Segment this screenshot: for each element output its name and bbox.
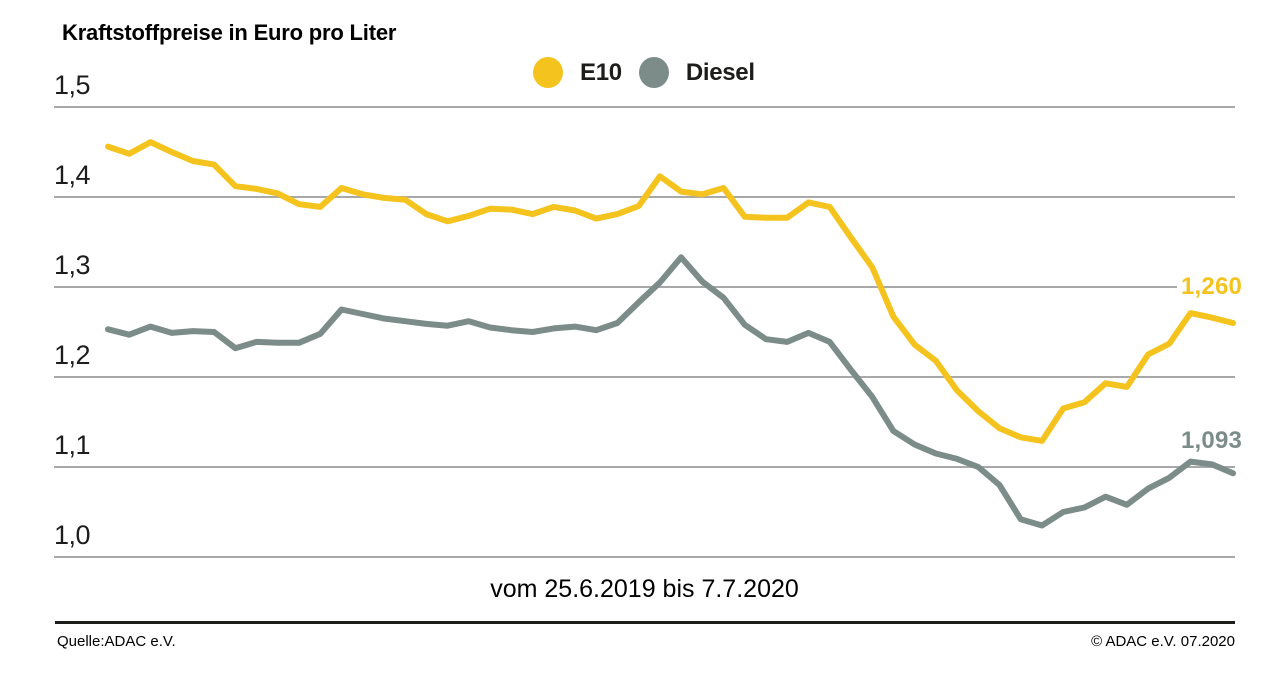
legend-label-e10: E10	[580, 58, 622, 86]
diesel-last-value-label: 1,093	[1177, 428, 1247, 454]
e10-last-value-label: 1,260	[1177, 274, 1247, 300]
y-axis-tick-label: 1,4	[54, 160, 91, 190]
series-line-diesel	[105, 254, 1236, 529]
y-axis-tick-label: 1,3	[54, 250, 91, 280]
x-axis-period-label: vom 25.6.2019 bis 7.7.2020	[490, 575, 799, 603]
chart-title: Kraftstoffpreise in Euro pro Liter	[62, 20, 397, 45]
legend: E10 Diesel	[533, 57, 755, 88]
legend-swatch-e10-icon	[533, 57, 563, 88]
legend-label-diesel: Diesel	[685, 58, 755, 86]
y-axis-tick-label: 1,1	[54, 430, 91, 460]
series-line-e10	[105, 139, 1236, 444]
footer-divider	[55, 621, 1235, 624]
footer-copyright: © ADAC e.V. 07.2020	[1091, 633, 1235, 650]
y-axis-tick-label: 1,5	[54, 70, 91, 100]
y-axis-tick-label: 1,2	[54, 340, 91, 370]
y-axis-tick-label: 1,0	[54, 520, 91, 550]
legend-swatch-diesel-icon	[638, 57, 669, 88]
footer-source: Quelle:ADAC e.V.	[57, 633, 176, 650]
